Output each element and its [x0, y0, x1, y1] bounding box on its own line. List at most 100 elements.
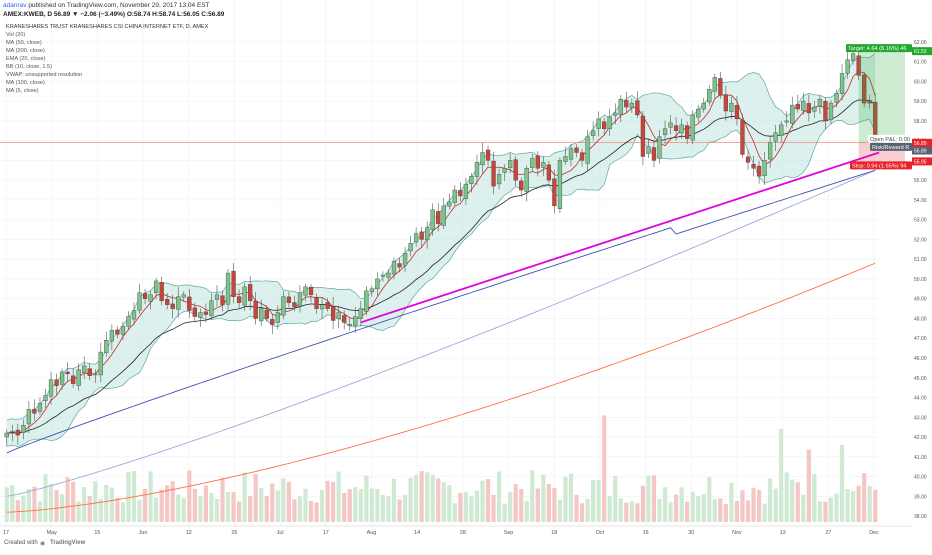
volume-bar — [568, 473, 574, 522]
candle-body — [425, 227, 430, 241]
candle-body — [734, 105, 740, 120]
candle — [142, 288, 148, 305]
candle-body — [447, 201, 452, 207]
volume-bar — [496, 471, 502, 522]
pnl-label: Open P&L: 0.00 — [868, 134, 912, 143]
volume-bar — [181, 498, 186, 522]
volume-bar — [679, 487, 684, 522]
volume-bar — [447, 485, 452, 522]
volume-bar — [419, 471, 424, 522]
tradingview-logo-icon[interactable]: ◉ — [40, 541, 46, 547]
volume-bar — [812, 474, 817, 522]
candle-body — [248, 284, 253, 301]
candle — [231, 262, 236, 304]
volume-bar — [635, 503, 640, 522]
candle — [795, 94, 800, 113]
target-label-text: Target: 4.64 (8.16%) 46 — [848, 46, 906, 52]
price-tick-label: 40.00 — [914, 475, 927, 481]
candle — [115, 326, 120, 339]
candle-body — [93, 373, 98, 376]
volume-bar — [369, 488, 374, 522]
candle — [364, 286, 369, 316]
volume-bar — [823, 501, 828, 522]
volume-bar — [452, 503, 457, 522]
candle-body — [596, 118, 601, 129]
candle-body — [690, 114, 695, 141]
price-tick-label: 41.00 — [914, 455, 927, 461]
candle-body — [745, 156, 751, 163]
candle-body — [474, 162, 480, 177]
candle — [474, 154, 480, 185]
candle — [292, 295, 297, 312]
volume-bar — [236, 501, 242, 522]
volume-bar — [137, 499, 142, 522]
volume-bar — [839, 444, 845, 522]
volume-bar — [745, 500, 751, 522]
author-link[interactable]: adanrav — [3, 2, 27, 9]
candle — [729, 96, 734, 119]
candle — [330, 296, 336, 330]
candle-body — [198, 312, 203, 318]
volume-bar — [463, 491, 468, 522]
price-tick-label: 44.00 — [914, 396, 927, 402]
volume-bar — [364, 475, 369, 522]
candle — [718, 71, 723, 99]
volume-bar — [519, 489, 524, 522]
volume-bar — [491, 494, 496, 522]
target-price-tag: 61.53 — [912, 47, 932, 56]
candle — [225, 269, 231, 310]
volume-bar — [662, 487, 668, 522]
candle-body — [270, 319, 275, 325]
candle — [679, 118, 684, 140]
indicator-ma5[interactable]: MA (5, close) — [6, 88, 39, 94]
candle — [779, 121, 784, 144]
candle — [823, 97, 828, 130]
candle-body — [535, 155, 540, 169]
price-tick-label: 60.00 — [914, 79, 927, 85]
volume-bar — [264, 495, 269, 522]
candle — [535, 151, 540, 177]
risk-reward-label: Risk/Reward R — [870, 142, 912, 151]
candle-body — [696, 108, 701, 118]
candle-body — [225, 272, 231, 305]
candle-body — [236, 296, 242, 303]
candle-body — [342, 315, 347, 323]
tradingview-brand[interactable]: TradingView — [50, 540, 86, 546]
candle-body — [441, 205, 446, 226]
indicator-ma50[interactable]: MA (50, close) — [6, 40, 42, 46]
volume-bar — [187, 470, 192, 522]
candle — [203, 303, 209, 323]
candle-body — [181, 294, 186, 298]
candle — [469, 173, 474, 193]
candle-body — [259, 308, 264, 322]
volume-bar — [618, 498, 623, 522]
volume-bar — [292, 499, 297, 522]
candle-body — [557, 160, 563, 209]
time-tick-label: Jul — [277, 530, 284, 536]
candle — [508, 153, 513, 174]
volume-bar — [668, 502, 673, 522]
indicator-ema20[interactable]: EMA (20, close) — [6, 56, 46, 62]
candle — [646, 138, 651, 158]
volume-bar — [817, 501, 823, 522]
candle-body — [65, 371, 70, 375]
candle-body — [496, 174, 502, 185]
candle-body — [640, 115, 646, 157]
candle-body — [762, 160, 767, 176]
candle — [297, 285, 303, 313]
candle — [557, 157, 563, 214]
candle-body — [469, 176, 474, 185]
candle-body — [790, 104, 795, 124]
indicator-volume[interactable]: Vol (20) — [6, 32, 26, 38]
volume-bar — [10, 484, 15, 522]
indicator-vwap[interactable]: VWAP: unsupported resolution — [6, 72, 83, 78]
indicator-ma200[interactable]: MA (200, close) — [6, 48, 45, 54]
indicator-bb[interactable]: BB (10, close, 1.5) — [6, 64, 53, 70]
candle — [109, 324, 115, 351]
volume-bar — [214, 498, 220, 522]
volume-bar — [873, 489, 878, 522]
indicator-ma100[interactable]: MA (100, close) — [6, 80, 45, 86]
stop-label-bg — [850, 161, 912, 170]
